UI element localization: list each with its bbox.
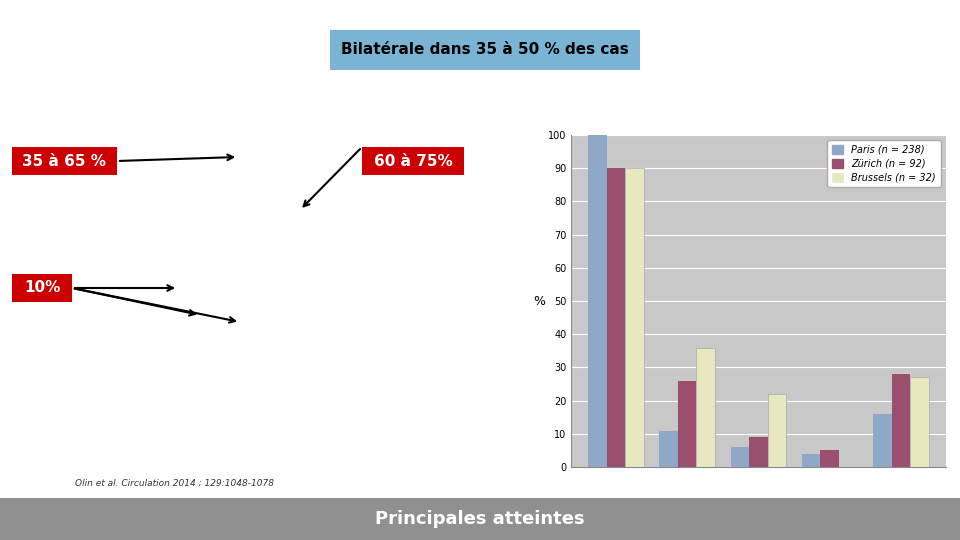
Bar bbox=[588, 135, 607, 467]
Bar bbox=[873, 414, 892, 467]
Bar bbox=[625, 168, 644, 467]
Bar bbox=[678, 381, 696, 467]
Bar bbox=[802, 454, 821, 467]
Bar bbox=[910, 377, 928, 467]
Text: Persu et al. Eur J Clin Invest 2012 ; 42(3):338-47: Persu et al. Eur J Clin Invest 2012 ; 42… bbox=[580, 435, 799, 444]
FancyBboxPatch shape bbox=[362, 147, 464, 175]
Y-axis label: %: % bbox=[534, 294, 545, 308]
FancyBboxPatch shape bbox=[330, 30, 640, 70]
Text: Principales atteintes: Principales atteintes bbox=[375, 510, 585, 528]
Bar bbox=[696, 348, 715, 467]
FancyBboxPatch shape bbox=[12, 147, 117, 175]
Bar bbox=[731, 447, 749, 467]
FancyBboxPatch shape bbox=[0, 498, 960, 540]
Bar bbox=[892, 374, 910, 467]
Text: 60 à 75%: 60 à 75% bbox=[373, 153, 452, 168]
Bar bbox=[660, 430, 678, 467]
Text: 10%: 10% bbox=[24, 280, 60, 295]
Text: Bilatérale dans 35 à 50 % des cas: Bilatérale dans 35 à 50 % des cas bbox=[341, 43, 629, 57]
Bar bbox=[749, 437, 768, 467]
Text: Olin et al. Circulation 2014 ; 129:1048-1078: Olin et al. Circulation 2014 ; 129:1048-… bbox=[75, 478, 274, 488]
FancyBboxPatch shape bbox=[12, 274, 72, 302]
Bar bbox=[821, 450, 839, 467]
Bar bbox=[768, 394, 786, 467]
Bar bbox=[607, 168, 625, 467]
Legend: Paris (n = 238), Zürich (n = 92), Brussels (n = 32): Paris (n = 238), Zürich (n = 92), Brusse… bbox=[827, 140, 941, 187]
Text: 35 à 65 %: 35 à 65 % bbox=[22, 153, 107, 168]
